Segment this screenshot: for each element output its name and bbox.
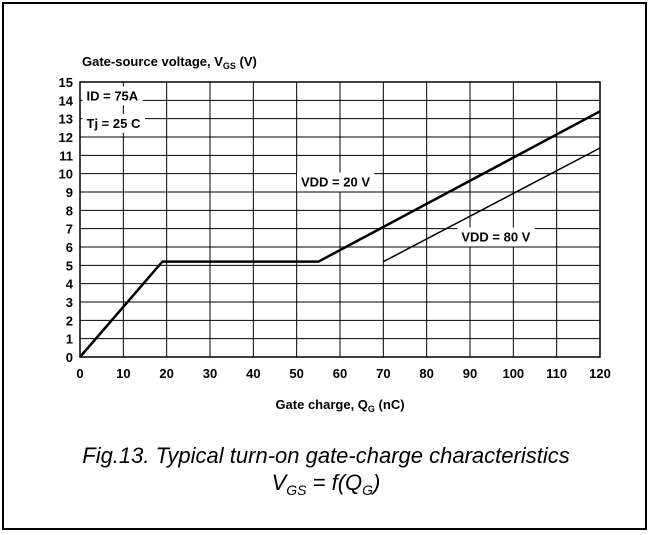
x-axis-label-sub: G	[368, 404, 375, 414]
figure-caption-line1: Fig.13. Typical turn-on gate-charge char…	[82, 443, 570, 468]
series-line-2	[382, 147, 601, 263]
y-axis-label-sub: GS	[223, 61, 236, 71]
y-axis-label-main: Gate-source voltage, V	[82, 54, 223, 69]
y-tick-label: 1	[66, 332, 73, 347]
x-axis-label-unit: (nC)	[375, 397, 405, 412]
plot-border	[79, 81, 601, 358]
series-label-1-text: VDD = 20 V	[301, 175, 370, 190]
series-label-2-background	[457, 227, 535, 247]
y-tick-label: 2	[66, 313, 73, 328]
series-line-1	[79, 110, 601, 358]
x-axis-label: Gate charge, QG (nC)	[275, 397, 404, 414]
x-tick-label: 90	[463, 366, 477, 381]
y-axis-label-unit: (V)	[236, 54, 257, 69]
x-tick-label: 70	[376, 366, 390, 381]
x-axis-label-main: Gate charge, Q	[275, 397, 367, 412]
caption-vgs-sub: GS	[286, 482, 307, 498]
x-tick-label: 10	[116, 366, 130, 381]
caption-vgs: V	[271, 470, 287, 495]
y-tick-label: 13	[59, 112, 73, 127]
y-tick-label: 0	[66, 350, 73, 365]
annotation-label: ID = 75A	[82, 86, 143, 106]
y-tick-label: 5	[66, 258, 73, 273]
x-tick-label: 40	[246, 366, 260, 381]
x-tick-label: 50	[289, 366, 303, 381]
x-tick-label: 0	[76, 366, 83, 381]
x-tick-label: 30	[203, 366, 217, 381]
x-tick-label: 120	[589, 366, 611, 381]
y-axis-label: Gate-source voltage, VGS (V)	[82, 54, 257, 71]
y-tick-label: 7	[66, 222, 73, 237]
annotation-label: Tj = 25 C	[82, 113, 145, 133]
x-tick-label: 100	[502, 366, 524, 381]
y-tick-label: 3	[66, 295, 73, 310]
y-tick-label: 14	[59, 93, 74, 108]
caption-qg-sub: G	[362, 482, 374, 498]
y-tick-label: 4	[66, 277, 74, 292]
caption-close: )	[373, 470, 381, 495]
series-label-1-background	[297, 172, 375, 192]
y-tick-label: 11	[59, 148, 73, 163]
x-tick-label: 110	[546, 366, 567, 381]
y-tick-label: 8	[66, 203, 73, 218]
chart: 0 10 20 30 40 50 60 70 80 90 100 110 120012345678910…	[59, 54, 611, 414]
annotation-label-background	[82, 86, 143, 106]
annotation-label-background	[82, 113, 145, 133]
y-tick-label: 6	[66, 240, 73, 255]
x-tick-label: 80	[419, 366, 433, 381]
x-tick-label: 60	[333, 366, 347, 381]
series-label-1: VDD = 20 V	[297, 172, 375, 192]
y-tick-label: 9	[66, 185, 73, 200]
x-tick-label: 20	[159, 366, 173, 381]
annotation-label-text: Tj = 25 C	[87, 116, 141, 131]
y-tick-label: 15	[59, 75, 73, 90]
series-label-2: VDD = 80 V	[457, 227, 535, 247]
series-label-2-text: VDD = 80 V	[461, 230, 530, 245]
y-tick-label: 10	[59, 167, 73, 182]
y-tick-label: 12	[59, 130, 73, 145]
caption-func: = f(Q	[306, 470, 363, 495]
annotation-label-text: ID = 75A	[87, 88, 139, 103]
figure-caption-line2: VGS = f(QG)	[0, 470, 652, 498]
